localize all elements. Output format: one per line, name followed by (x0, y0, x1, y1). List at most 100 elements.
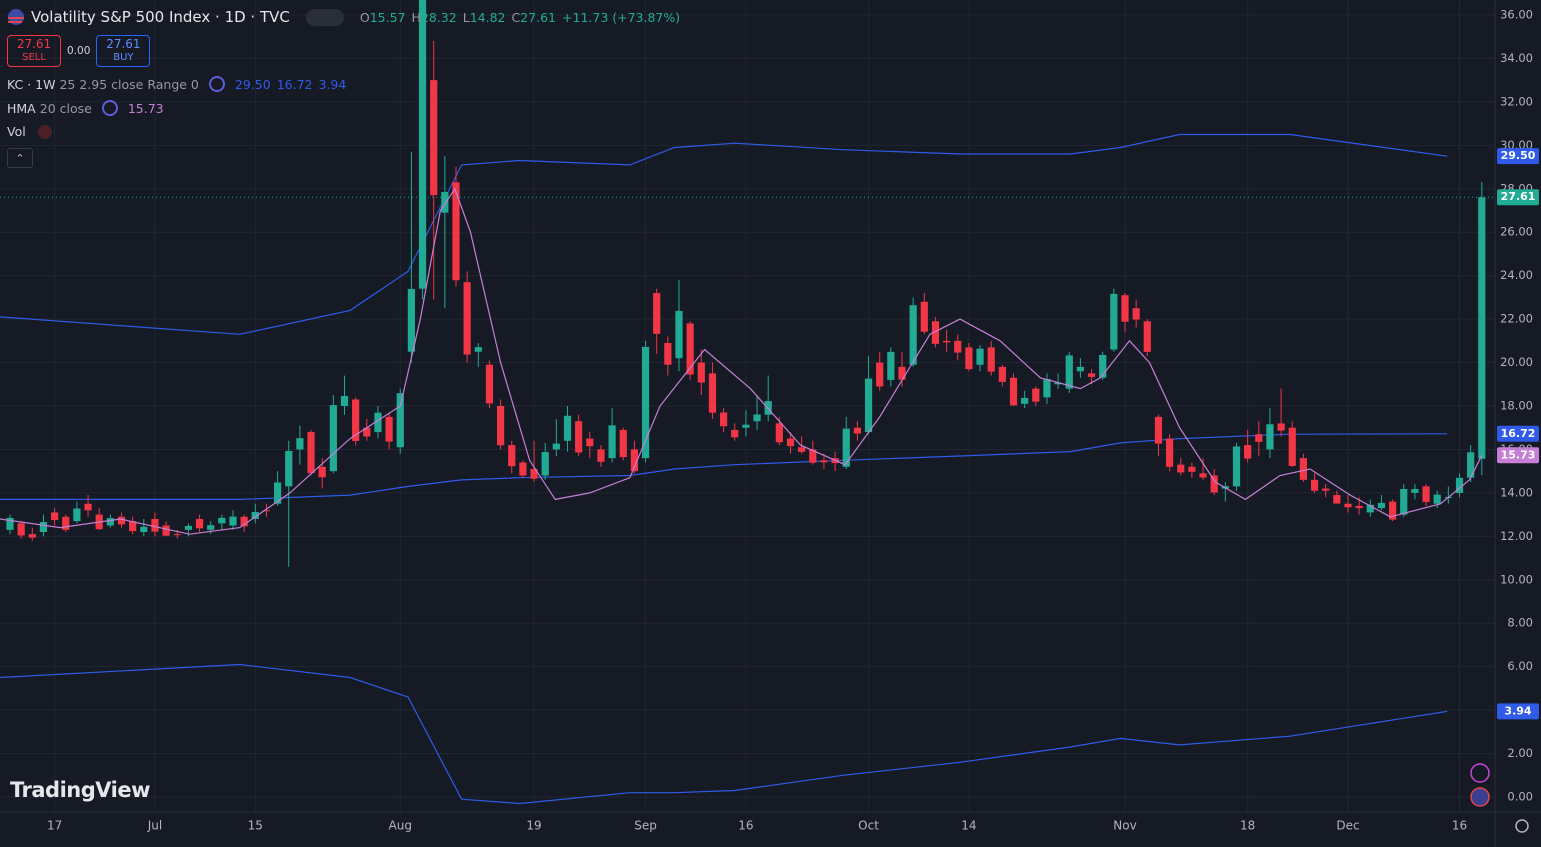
candle-body (329, 405, 337, 472)
collapse-row: ⌃ (7, 148, 33, 168)
candle-body (363, 427, 371, 437)
y-tick-label: 8.00 (1507, 616, 1533, 630)
candle-body (541, 452, 549, 476)
symbol-title: Volatility S&P 500 Index · 1D · TVC (31, 8, 290, 26)
candle-body (876, 362, 884, 387)
x-tick-label: Aug (389, 819, 412, 833)
y-tick-label: 6.00 (1507, 659, 1533, 673)
flag-icon[interactable] (1470, 787, 1490, 807)
candle-body (463, 282, 471, 355)
candle-body (530, 468, 538, 479)
candle-body (1121, 295, 1129, 322)
vol-warning-icon[interactable] (37, 124, 52, 139)
candle-body (1288, 427, 1296, 466)
candle-body (385, 416, 393, 442)
candle-body (798, 447, 806, 452)
candle-body (117, 516, 126, 525)
candle-body (1132, 308, 1140, 320)
y-tick-label: 24.00 (1500, 268, 1533, 282)
candle-body (563, 415, 572, 441)
kc-icon[interactable] (208, 76, 225, 92)
high-value: 28.32 (420, 9, 457, 25)
candle-body (485, 364, 494, 404)
candle-body (708, 373, 717, 413)
kc-middle-tag: 16.72 (1501, 427, 1536, 440)
candle-body (552, 443, 560, 450)
settings-icon[interactable] (1515, 819, 1529, 833)
kc-middle-tag-bg (1497, 425, 1539, 442)
y-tick-label: 22.00 (1500, 312, 1533, 326)
hma-legend: HMA 20 close 15.73 (7, 100, 164, 116)
candle-body (106, 518, 114, 526)
candle-body (586, 438, 594, 447)
candle-body (1389, 501, 1397, 520)
candle-body (998, 366, 1006, 382)
x-tick-label: 17 (47, 819, 62, 833)
candle-body (6, 517, 14, 530)
candle-body (731, 429, 739, 438)
candle-body (1054, 382, 1062, 385)
candle-body (1188, 466, 1196, 472)
buy-button[interactable]: 27.61 BUY (96, 35, 151, 67)
candle-body (1166, 438, 1174, 467)
candle-body (519, 462, 527, 476)
candle-body (1110, 293, 1118, 350)
candle-body (1422, 486, 1430, 503)
x-tick-label: Nov (1113, 819, 1136, 833)
candle-body (920, 301, 928, 332)
kc-band (0, 433, 1448, 500)
sell-button[interactable]: 27.61 SELL (7, 35, 61, 67)
candle-body (1143, 321, 1151, 352)
candle-body (318, 466, 326, 478)
y-tick-label: 36.00 (1500, 7, 1533, 21)
candle-body (1009, 377, 1018, 406)
hma-icon[interactable] (101, 100, 118, 116)
candle-body (1043, 379, 1051, 398)
low-value: 14.82 (469, 9, 506, 25)
spread: 0.00 (67, 45, 91, 57)
kc-params: 25 2.95 close Range 0 (59, 76, 199, 92)
candle-body (943, 340, 951, 343)
hma-line (0, 187, 1483, 535)
candle-body (842, 428, 850, 467)
x-tick-label: 15 (248, 819, 263, 833)
candle-body (452, 182, 460, 281)
candle-body (1322, 488, 1330, 491)
candle-body (218, 517, 226, 524)
candle-body (1210, 475, 1218, 493)
symbol-row: Volatility S&P 500 Index · 1D · TVC O 15.… (7, 8, 680, 26)
candle-body (887, 351, 895, 380)
candle-body (1244, 445, 1252, 459)
candle-body (686, 323, 694, 375)
candle-body (1344, 503, 1352, 508)
kc-band (0, 663, 1448, 805)
x-tick-label: 14 (961, 819, 976, 833)
candle-body (664, 343, 672, 365)
candle-body (340, 396, 349, 406)
kc-lower-value: 3.94 (318, 76, 347, 92)
candle-body (1400, 488, 1408, 515)
grid (0, 0, 1495, 812)
candle-body (853, 427, 861, 434)
candle-body (1333, 495, 1341, 504)
candle-body (352, 399, 360, 441)
collapse-button[interactable]: ⌃ (7, 148, 33, 168)
kc-upper-value: 29.50 (234, 76, 271, 92)
alert-icon[interactable] (1470, 763, 1490, 783)
candle-body (987, 347, 995, 372)
candle-body (1310, 479, 1319, 491)
hma-value: 15.73 (127, 100, 164, 116)
change: +11.73 (+73.87%) (562, 9, 681, 25)
order-panel: 27.61 SELL 0.00 27.61 BUY (7, 35, 151, 67)
candle-body (441, 192, 449, 213)
status-pill[interactable] (305, 8, 344, 26)
candle-body (28, 534, 36, 538)
candle-body (407, 288, 415, 352)
hma-params: 20 close (39, 100, 92, 116)
candle-body (630, 449, 638, 472)
candle-body (1154, 416, 1163, 444)
candle-body (474, 347, 482, 352)
candle-body (1411, 488, 1419, 493)
candle-body (597, 449, 605, 462)
low-label: L (462, 9, 470, 25)
